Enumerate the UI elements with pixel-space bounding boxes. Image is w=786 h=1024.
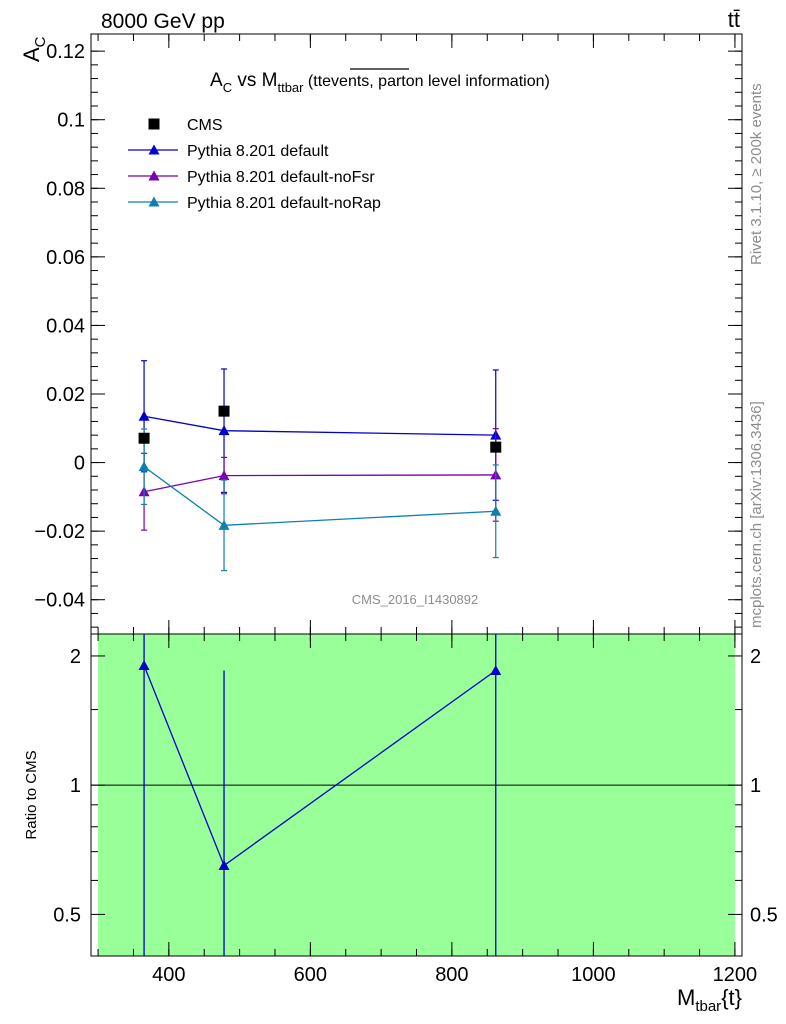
series-0 — [138, 405, 502, 453]
legend-item: CMS — [148, 117, 223, 134]
x-tick-label: 1000 — [571, 964, 616, 986]
ratio-y-tick-label: 2 — [750, 646, 761, 668]
y-tick-label: −0.02 — [34, 521, 85, 543]
series-2 — [138, 428, 502, 531]
ratio-y-tick-label: 0.5 — [750, 904, 778, 926]
x-tick-label: 1200 — [713, 964, 758, 986]
legend-marker — [148, 144, 160, 155]
y-tick-label: 0.04 — [46, 315, 85, 337]
series-line — [143, 415, 496, 436]
y-axis-label: AC — [19, 36, 49, 62]
y-tick-label: 0.08 — [46, 178, 85, 200]
series-1 — [138, 360, 502, 501]
process-label: tt̄ — [728, 7, 740, 32]
y-tick-label: 0 — [74, 453, 85, 475]
main-series-layer — [138, 360, 502, 572]
x-tick-label: 800 — [435, 964, 468, 986]
ratio-y-tick-label: 2 — [70, 646, 81, 668]
ratio-y-axis-label: Ratio to CMS — [23, 750, 40, 839]
legend-marker — [148, 170, 160, 181]
ratio-data-point — [218, 859, 230, 870]
ratio-series-0 — [138, 634, 502, 956]
ratio-data-point — [138, 660, 150, 671]
y-tick-label: 0.12 — [46, 41, 85, 63]
legend-label: Pythia 8.201 default — [187, 143, 329, 160]
x-tick-label: 400 — [152, 964, 185, 986]
data-point — [138, 432, 150, 444]
legend-item: Pythia 8.201 default — [128, 143, 329, 160]
y-tick-label: −0.04 — [34, 590, 85, 612]
data-point — [138, 410, 150, 421]
data-point — [490, 441, 502, 453]
tick-labels: −0.04 −0.02 0 0.02 0.04 0.06 0.08 0.1 0.12 400 600… — [34, 41, 777, 986]
y-tick-label: 0.02 — [46, 384, 85, 406]
ratio-series-layer — [138, 634, 502, 956]
data-point — [218, 405, 230, 417]
y-tick-label: 0.1 — [57, 110, 85, 132]
legend-marker — [148, 196, 160, 207]
axis-ticks — [91, 34, 742, 956]
legend-label: Pythia 8.201 default-noFsr — [187, 169, 375, 186]
data-point — [138, 461, 150, 472]
mcplots-label: mcplots.cern.ch [arXiv:1306.3436] — [748, 401, 765, 628]
legend-item: Pythia 8.201 default-noRap — [128, 195, 381, 212]
data-point — [218, 470, 230, 481]
ratio-y-tick-label: 1 — [70, 775, 81, 797]
data-point — [490, 505, 502, 516]
x-tick-label: 600 — [294, 964, 327, 986]
x-axis-label: Mtbar{t} — [677, 985, 742, 1015]
legend-label: CMS — [187, 117, 223, 134]
legend-item: Pythia 8.201 default-noFsr — [128, 169, 375, 186]
data-point — [218, 519, 230, 530]
ratio-y-tick-label: 0.5 — [53, 904, 81, 926]
data-point — [218, 425, 230, 436]
ratio-y-tick-label: 1 — [750, 775, 761, 797]
series-3 — [138, 428, 502, 572]
legend-label: Pythia 8.201 default-noRap — [187, 195, 381, 212]
series-line — [143, 474, 496, 493]
legend-marker — [148, 118, 160, 130]
rivet-label: Rivet 3.1.10, ≥ 200k events — [748, 83, 765, 265]
energy-label: 8000 GeV pp — [101, 10, 225, 33]
ratio-uncertainty-band — [98, 634, 735, 956]
legend: CMS Pythia 8.201 default Pythia 8.201 defa… — [128, 117, 381, 212]
y-tick-label: 0.06 — [46, 247, 85, 269]
ratio-data-point — [490, 664, 502, 675]
analysis-watermark: CMS_2016_I1430892 — [352, 592, 479, 607]
plot-title: AC vs Mttbar (ttevents, parton level inf… — [210, 70, 550, 95]
